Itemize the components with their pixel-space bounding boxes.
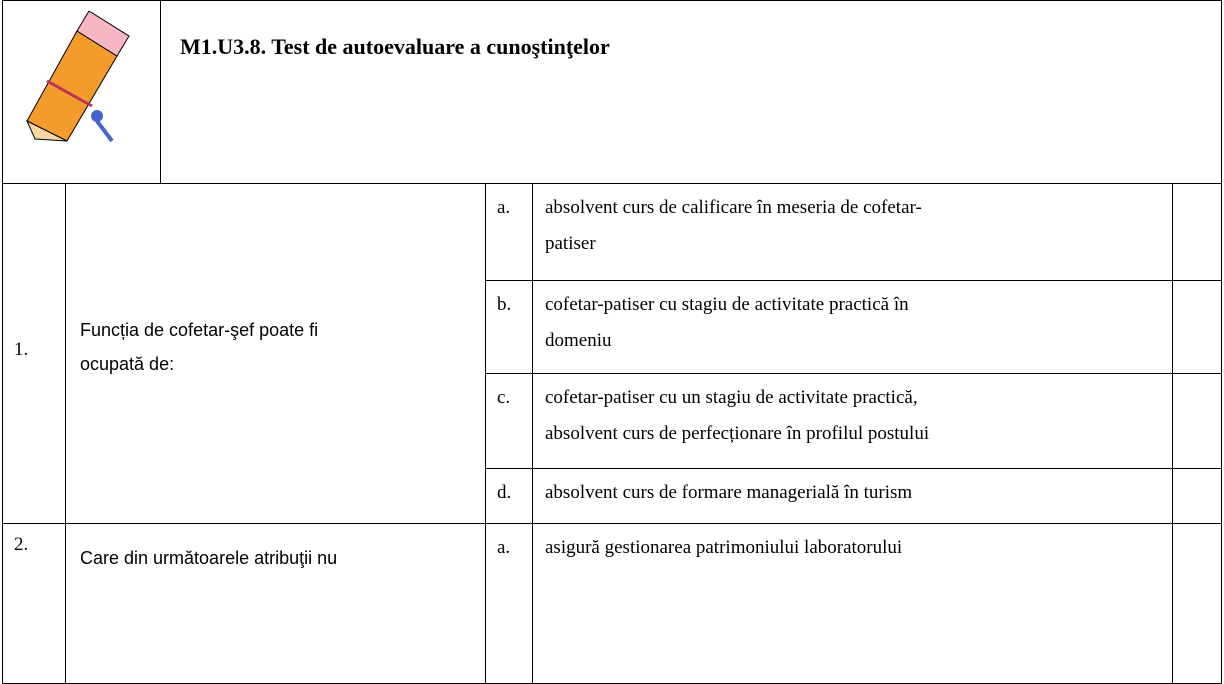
option-text: cofetar-patiser cu un stagiu de activita… xyxy=(545,387,918,408)
mark-cell xyxy=(1172,280,1222,374)
option-text: absolvent curs de formare managerială în… xyxy=(545,482,913,503)
option-text: absolvent curs de calificare în meseria … xyxy=(545,197,922,218)
option-letter: c. xyxy=(497,387,511,408)
option-text: asigură gestionarea patrimoniului labora… xyxy=(545,537,903,558)
option-letter: d. xyxy=(497,482,512,503)
option-text: cofetar-patiser cu stagiu de activitate … xyxy=(545,294,909,315)
question-text: ocupată de: xyxy=(80,354,175,374)
icon-cell xyxy=(2,0,161,184)
question-number: 1. xyxy=(14,339,29,360)
option-text: patiser xyxy=(545,233,596,254)
mark-cell xyxy=(1172,373,1222,469)
question-text: Care din următoarele atribuţii nu xyxy=(80,548,338,568)
mark-cell xyxy=(1172,468,1222,524)
option-text: absolvent curs de perfecționare în profi… xyxy=(545,423,930,444)
question-text: Funcția de cofetar-şef poate fi xyxy=(80,320,319,340)
pencil-icon xyxy=(25,11,130,143)
question-number: 2. xyxy=(14,534,29,555)
mark-cell xyxy=(1172,523,1222,684)
option-letter: b. xyxy=(497,294,512,315)
header-row xyxy=(2,0,1222,184)
option-text: domeniu xyxy=(545,330,612,351)
option-letter: a. xyxy=(497,197,511,218)
number-cell xyxy=(2,183,66,524)
number-cell xyxy=(2,523,66,684)
title: M1.U3.8. Test de autoevaluare a cunoştin… xyxy=(180,34,610,59)
mark-cell xyxy=(1172,183,1222,281)
option-letter: a. xyxy=(497,537,511,558)
